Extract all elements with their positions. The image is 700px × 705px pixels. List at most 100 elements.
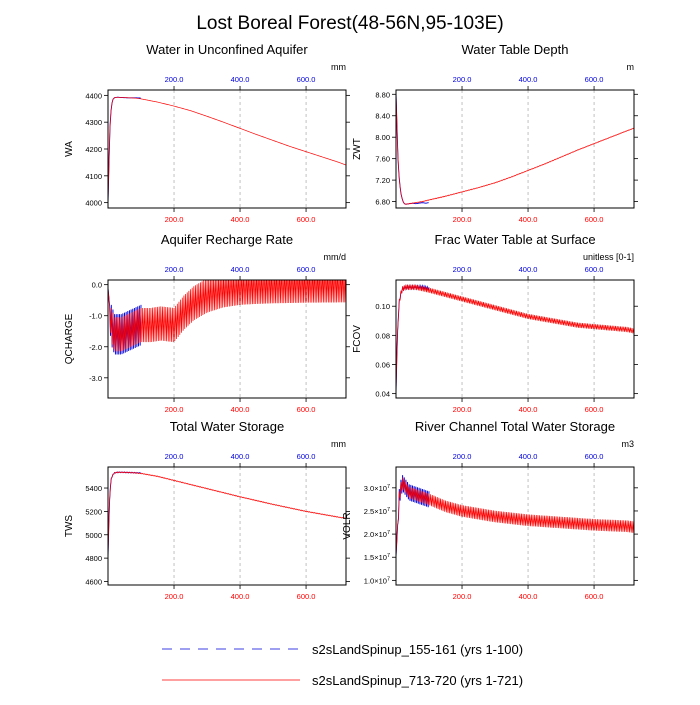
xtick-top-label: 400.0 [519, 75, 538, 84]
xtick-bottom-label: 400.0 [519, 592, 538, 601]
xtick-bottom-label: 400.0 [519, 215, 538, 224]
xtick-bottom-label: 400.0 [231, 405, 250, 414]
chart-units: mm [331, 62, 346, 72]
ytick-label: 0.10 [375, 302, 390, 311]
ytick-label: -2.0 [89, 343, 102, 352]
xtick-top-label: 200.0 [453, 75, 472, 84]
ytick-label: 6.80 [375, 198, 390, 207]
xtick-top-label: 200.0 [453, 265, 472, 274]
xtick-top-label: 400.0 [231, 265, 250, 274]
chart-units: unitless [0-1] [583, 252, 634, 262]
chart-title: Water in Unconfined Aquifer [146, 42, 308, 57]
chart-units: m3 [621, 439, 634, 449]
xtick-bottom-label: 600.0 [297, 215, 316, 224]
figure-title: Lost Boreal Forest(48-56N,95-103E) [196, 13, 503, 34]
ytick-label: -3.0 [89, 374, 102, 383]
chart-panel-6: River Channel Total Water Storage m3 1.0×1… [342, 419, 638, 601]
xtick-top-label: 600.0 [297, 452, 316, 461]
xtick-bottom-label: 600.0 [585, 592, 604, 601]
ytick-label: 4100 [85, 172, 102, 181]
chart-panel-2: Water Table Depth m 6.80 7.20 7.60 8.00 8.40 8.… [352, 42, 638, 224]
xtick-top-label: 400.0 [231, 75, 250, 84]
xtick-top-label: 200.0 [165, 452, 184, 461]
ytick-label: 5200 [85, 507, 102, 516]
ytick-label: 4600 [85, 577, 102, 586]
ytick-label: 7.60 [375, 155, 390, 164]
panels: Water in Unconfined Aquifer mm 4000 4100 420… [64, 42, 638, 601]
chart-panel-5: Total Water Storage mm 4600 4800 5000 5200 540… [64, 419, 350, 601]
xtick-bottom-label: 200.0 [165, 215, 184, 224]
series-line-2 [396, 91, 634, 205]
ylabel: FCOV [352, 325, 363, 353]
xtick-bottom-label: 200.0 [453, 215, 472, 224]
ytick-label: 4000 [85, 199, 102, 208]
ytick-label: 5000 [85, 531, 102, 540]
xtick-bottom-label: 600.0 [585, 405, 604, 414]
plot-frame [107, 466, 347, 586]
plot-frame [395, 89, 635, 209]
xtick-top-label: 400.0 [231, 452, 250, 461]
plot-frame [107, 279, 347, 399]
ytick-label: 8.40 [375, 112, 390, 121]
chart-title: River Channel Total Water Storage [415, 419, 615, 434]
ytick-label: 4400 [85, 91, 102, 100]
series-line-1 [108, 96, 141, 204]
chart-title: Aquifer Recharge Rate [161, 232, 293, 247]
chart-title: Frac Water Table at Surface [434, 232, 595, 247]
xtick-top-label: 200.0 [453, 452, 472, 461]
xtick-bottom-label: 600.0 [585, 215, 604, 224]
ytick-label: 4800 [85, 554, 102, 563]
series-line-2 [396, 284, 634, 394]
series-line-1 [396, 284, 430, 394]
xtick-top-label: 600.0 [585, 265, 604, 274]
chart-units: m [627, 62, 635, 72]
ytick-label: 2.0×107 [364, 530, 390, 539]
series-line-1 [396, 91, 429, 205]
chart-panel-3: Aquifer Recharge Rate mm/d -3.0 -2.0 -1.0 0.0… [64, 232, 350, 414]
ylabel: TWS [64, 515, 75, 538]
ytick-label: 0.0 [92, 281, 102, 290]
chart-panel-1: Water in Unconfined Aquifer mm 4000 4100 420… [64, 42, 350, 224]
xtick-top-label: 600.0 [297, 75, 316, 84]
series-line-2 [108, 96, 346, 204]
xtick-bottom-label: 600.0 [297, 405, 316, 414]
xtick-bottom-label: 600.0 [297, 592, 316, 601]
ytick-label: 0.08 [375, 331, 390, 340]
ytick-label: 1.0×107 [364, 576, 390, 585]
xtick-bottom-label: 200.0 [453, 592, 472, 601]
xtick-top-label: 600.0 [585, 452, 604, 461]
ylabel: WA [64, 141, 75, 157]
ytick-label: 0.04 [375, 390, 390, 399]
xtick-top-label: 200.0 [165, 75, 184, 84]
plot-frame [107, 89, 347, 209]
ytick-label: 2.5×107 [364, 507, 390, 516]
xtick-top-label: 400.0 [519, 452, 538, 461]
series-line-1 [108, 471, 142, 559]
ytick-label: 5400 [85, 484, 102, 493]
series-line-2 [396, 477, 634, 558]
xtick-bottom-label: 400.0 [231, 592, 250, 601]
chart-panel-4: Frac Water Table at Surface unitless [0-1… [352, 232, 638, 414]
chart-title: Water Table Depth [462, 42, 569, 57]
legend: s2sLandSpinup_155-161 (yrs 1-100) s2sLan… [162, 642, 523, 688]
ytick-label: 8.80 [375, 90, 390, 99]
chart-units: mm/d [324, 252, 347, 262]
xtick-bottom-label: 400.0 [519, 405, 538, 414]
ytick-label: 1.5×107 [364, 553, 390, 562]
ylabel: QCHARGE [64, 313, 75, 364]
xtick-bottom-label: 200.0 [453, 405, 472, 414]
ytick-label: 0.06 [375, 360, 390, 369]
ylabel: ZWT [352, 138, 363, 160]
xtick-bottom-label: 200.0 [165, 405, 184, 414]
xtick-bottom-label: 400.0 [231, 215, 250, 224]
chart-units: mm [331, 439, 346, 449]
xtick-top-label: 600.0 [585, 75, 604, 84]
xtick-bottom-label: 200.0 [165, 592, 184, 601]
chart-title: Total Water Storage [170, 419, 284, 434]
series-line-2 [108, 280, 346, 352]
ytick-label: 4300 [85, 118, 102, 127]
ytick-label: 7.20 [375, 176, 390, 185]
ytick-label: -1.0 [89, 312, 102, 321]
xtick-top-label: 200.0 [165, 265, 184, 274]
